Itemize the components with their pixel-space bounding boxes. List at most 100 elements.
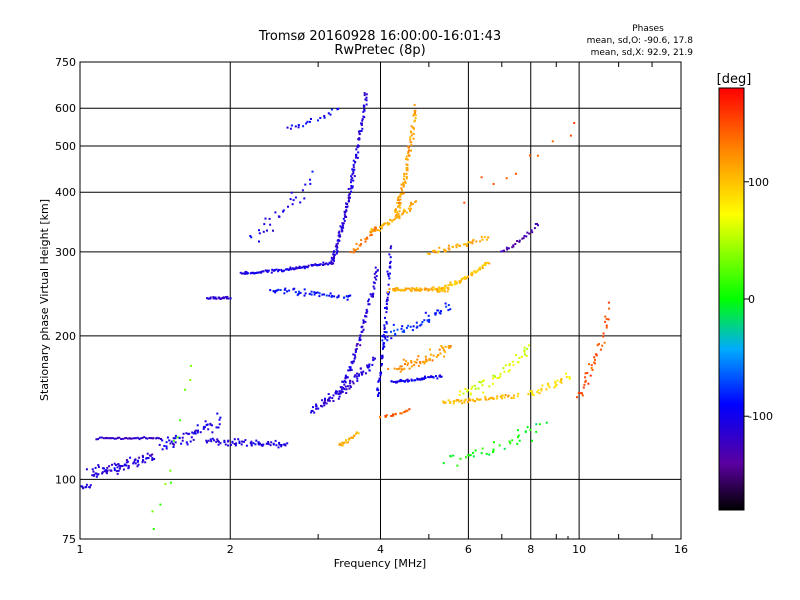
data-point [308, 120, 311, 123]
data-point [362, 328, 365, 331]
data-point [98, 436, 101, 439]
data-point [386, 339, 389, 342]
data-point [410, 361, 413, 364]
data-point [316, 264, 319, 266]
data-point [352, 353, 355, 356]
data-point [386, 298, 389, 301]
data-point [377, 389, 380, 392]
data-point [185, 432, 188, 435]
data-point [608, 307, 611, 310]
data-point [462, 277, 465, 280]
data-point [428, 320, 431, 323]
data-point [207, 439, 210, 442]
data-point [122, 468, 125, 471]
data-point [352, 170, 355, 173]
data-point [333, 257, 335, 260]
x-tick-label: 6 [465, 543, 472, 556]
data-point [430, 287, 433, 290]
data-point [376, 387, 379, 390]
data-point [434, 312, 437, 315]
data-point [330, 260, 333, 263]
data-point [361, 122, 363, 125]
data-point [313, 293, 316, 296]
data-point [222, 296, 225, 299]
data-point [358, 337, 361, 339]
data-point [274, 211, 277, 214]
data-point [219, 416, 222, 419]
data-point [95, 438, 98, 441]
data-point [223, 441, 226, 444]
data-point [340, 388, 343, 391]
data-point [529, 428, 532, 431]
data-point [466, 245, 469, 247]
data-point [475, 270, 478, 273]
data-point [407, 145, 410, 148]
data-point [410, 134, 413, 137]
x-tick-label: 2 [227, 543, 234, 556]
data-point [369, 293, 372, 296]
data-point [511, 246, 514, 249]
data-point [535, 423, 538, 426]
data-point [392, 413, 394, 416]
data-point [310, 118, 312, 120]
data-point [393, 329, 396, 332]
data-point [377, 393, 380, 396]
data-point [467, 454, 470, 457]
data-point [453, 283, 456, 286]
data-point [509, 442, 512, 445]
data-point [172, 439, 175, 442]
data-point [362, 110, 365, 113]
data-point [262, 443, 265, 446]
data-point [153, 458, 156, 460]
data-point [469, 392, 472, 395]
data-point [339, 392, 342, 395]
data-point [303, 294, 306, 297]
data-point [80, 485, 83, 488]
data-point [503, 396, 506, 399]
data-point [428, 358, 431, 361]
data-point [423, 360, 426, 363]
data-point [360, 371, 363, 374]
data-point [147, 457, 150, 459]
data-point [538, 423, 541, 426]
data-point [471, 242, 474, 245]
data-point [188, 432, 191, 435]
data-point [172, 442, 174, 445]
data-point [385, 307, 388, 310]
data-point [411, 203, 414, 205]
data-point [451, 245, 454, 248]
data-point [380, 371, 382, 374]
data-point [428, 253, 431, 255]
data-point [487, 236, 490, 239]
data-point [106, 466, 109, 469]
data-point [368, 365, 371, 368]
data-point [335, 252, 338, 255]
data-point [169, 469, 172, 472]
data-point [456, 464, 459, 467]
data-point [340, 386, 343, 389]
data-point [399, 370, 402, 373]
colorbar-tick-label: 100 [748, 176, 769, 189]
data-point [407, 324, 410, 327]
data-point [342, 380, 345, 383]
x-tick-label: 8 [527, 543, 534, 556]
data-point [517, 436, 520, 439]
data-point [141, 454, 144, 457]
data-point [394, 210, 397, 213]
data-point [416, 377, 419, 380]
data-point [389, 265, 392, 268]
data-point [448, 248, 451, 251]
data-point [303, 267, 306, 270]
data-point [486, 261, 489, 264]
data-point [344, 381, 347, 384]
data-point [383, 324, 386, 327]
data-point [354, 351, 357, 354]
data-point [150, 437, 153, 440]
data-point [218, 418, 221, 421]
data-point [97, 464, 100, 467]
data-point [343, 379, 346, 382]
x-tick-label: 16 [674, 543, 688, 556]
data-point [92, 474, 95, 477]
data-point [348, 192, 351, 195]
data-point [384, 414, 387, 417]
